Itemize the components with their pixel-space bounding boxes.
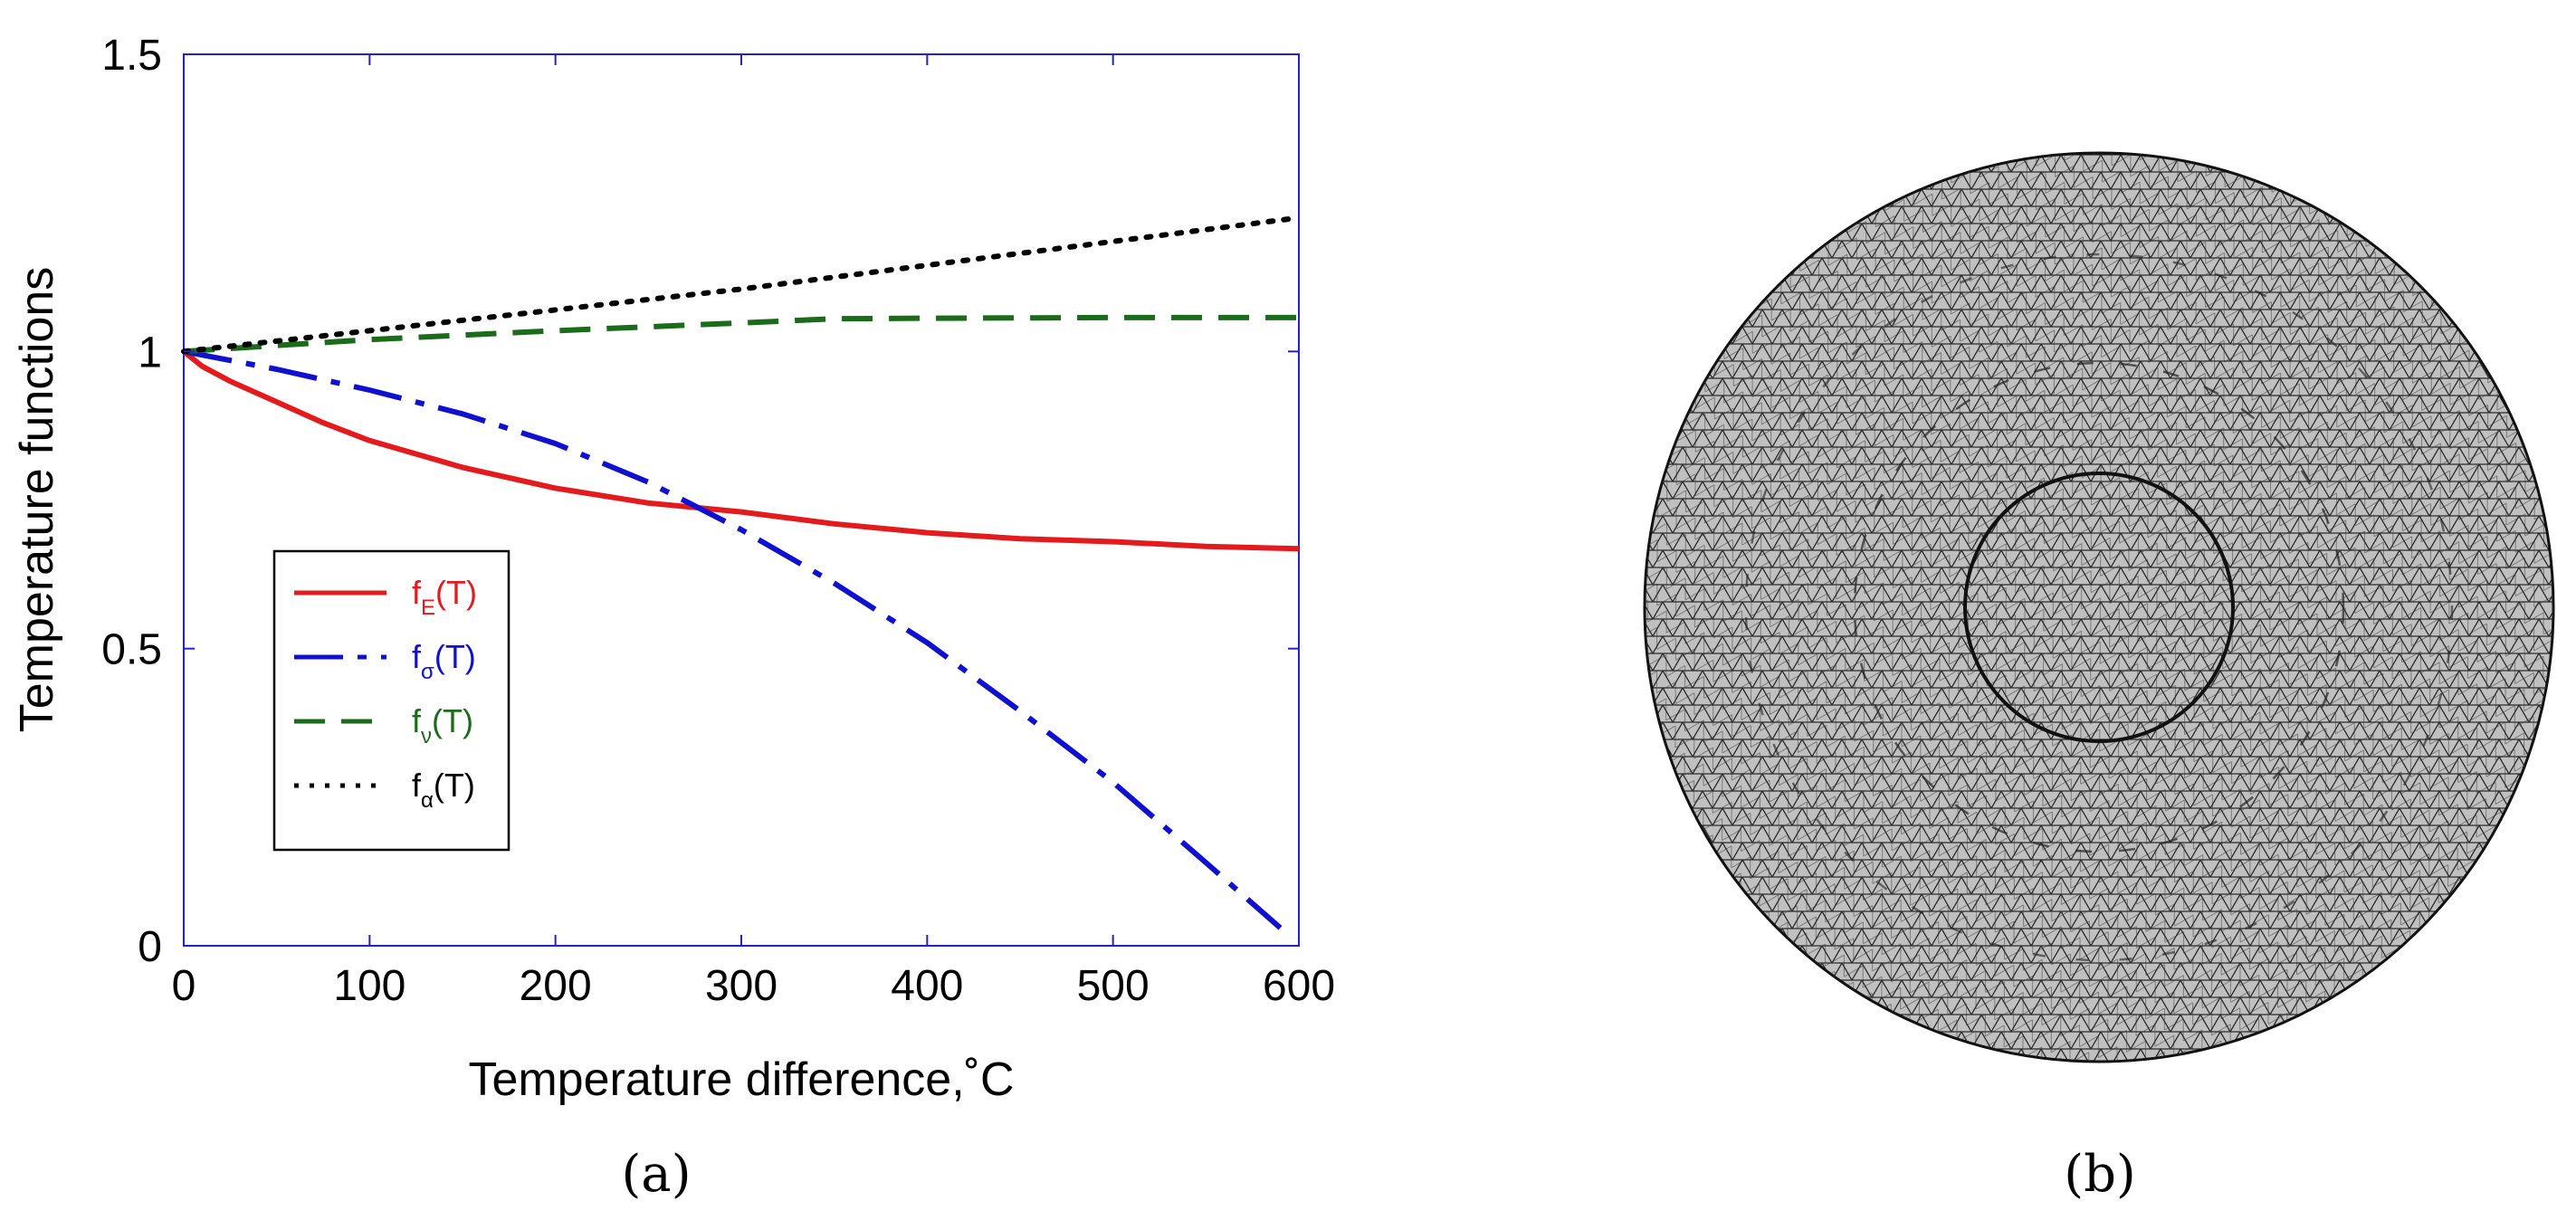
x-tick-label: 100	[333, 962, 405, 1010]
legend-label-fnu: fν(T)	[412, 702, 473, 748]
y-tick-label: 0	[138, 923, 162, 971]
series-layer	[181, 214, 1302, 930]
mesh-inner-circle	[1963, 472, 2235, 743]
mesh-ring-2	[1744, 253, 2454, 962]
y-tick-label: 1.5	[101, 32, 162, 80]
y-tick-label: 1	[138, 329, 162, 376]
series-line-fsigma	[183, 348, 1283, 930]
series-line-falpha	[181, 214, 1302, 355]
x-tick-label: 400	[891, 962, 963, 1010]
ticks-layer: 0 100 200 300 400 500 600 0 0.5 1 1.5	[101, 32, 1335, 1010]
x-tick-label: 500	[1077, 962, 1150, 1010]
legend-items: fE(T) fσ(T) fν(T) fα(T)	[294, 574, 477, 813]
x-tick-label: 600	[1263, 962, 1335, 1010]
legend-box	[272, 549, 510, 852]
mesh-outer-disk-overlay	[1645, 153, 2553, 1062]
y-tick-label: 0.5	[101, 626, 162, 674]
legend-label-fsigma: fσ(T)	[412, 638, 476, 684]
caption-a: (a)	[621, 1145, 691, 1204]
x-tick-label: 300	[705, 962, 778, 1010]
series-line-fnu	[183, 314, 1299, 355]
y-axis-title: Temperature functions	[11, 267, 63, 733]
series-line-fE	[182, 348, 1300, 552]
x-axis-title: Temperature difference,˚C	[468, 1053, 1014, 1106]
mesh-ring-1	[1853, 361, 2345, 853]
legend-label-fE: fE(T)	[412, 574, 477, 620]
circular-mesh-figure	[1643, 151, 2555, 1063]
temperature-functions-chart: 0 100 200 300 400 500 600 0 0.5 1 1.5 Temperature …	[11, 32, 1335, 1106]
x-tick-label: 200	[520, 962, 592, 1010]
legend: fE(T) fσ(T) fν(T) fα(T)	[272, 549, 510, 852]
caption-b: (b)	[2064, 1145, 2136, 1204]
x-tick-label: 0	[172, 962, 196, 1010]
legend-label-falpha: fα(T)	[412, 767, 475, 813]
